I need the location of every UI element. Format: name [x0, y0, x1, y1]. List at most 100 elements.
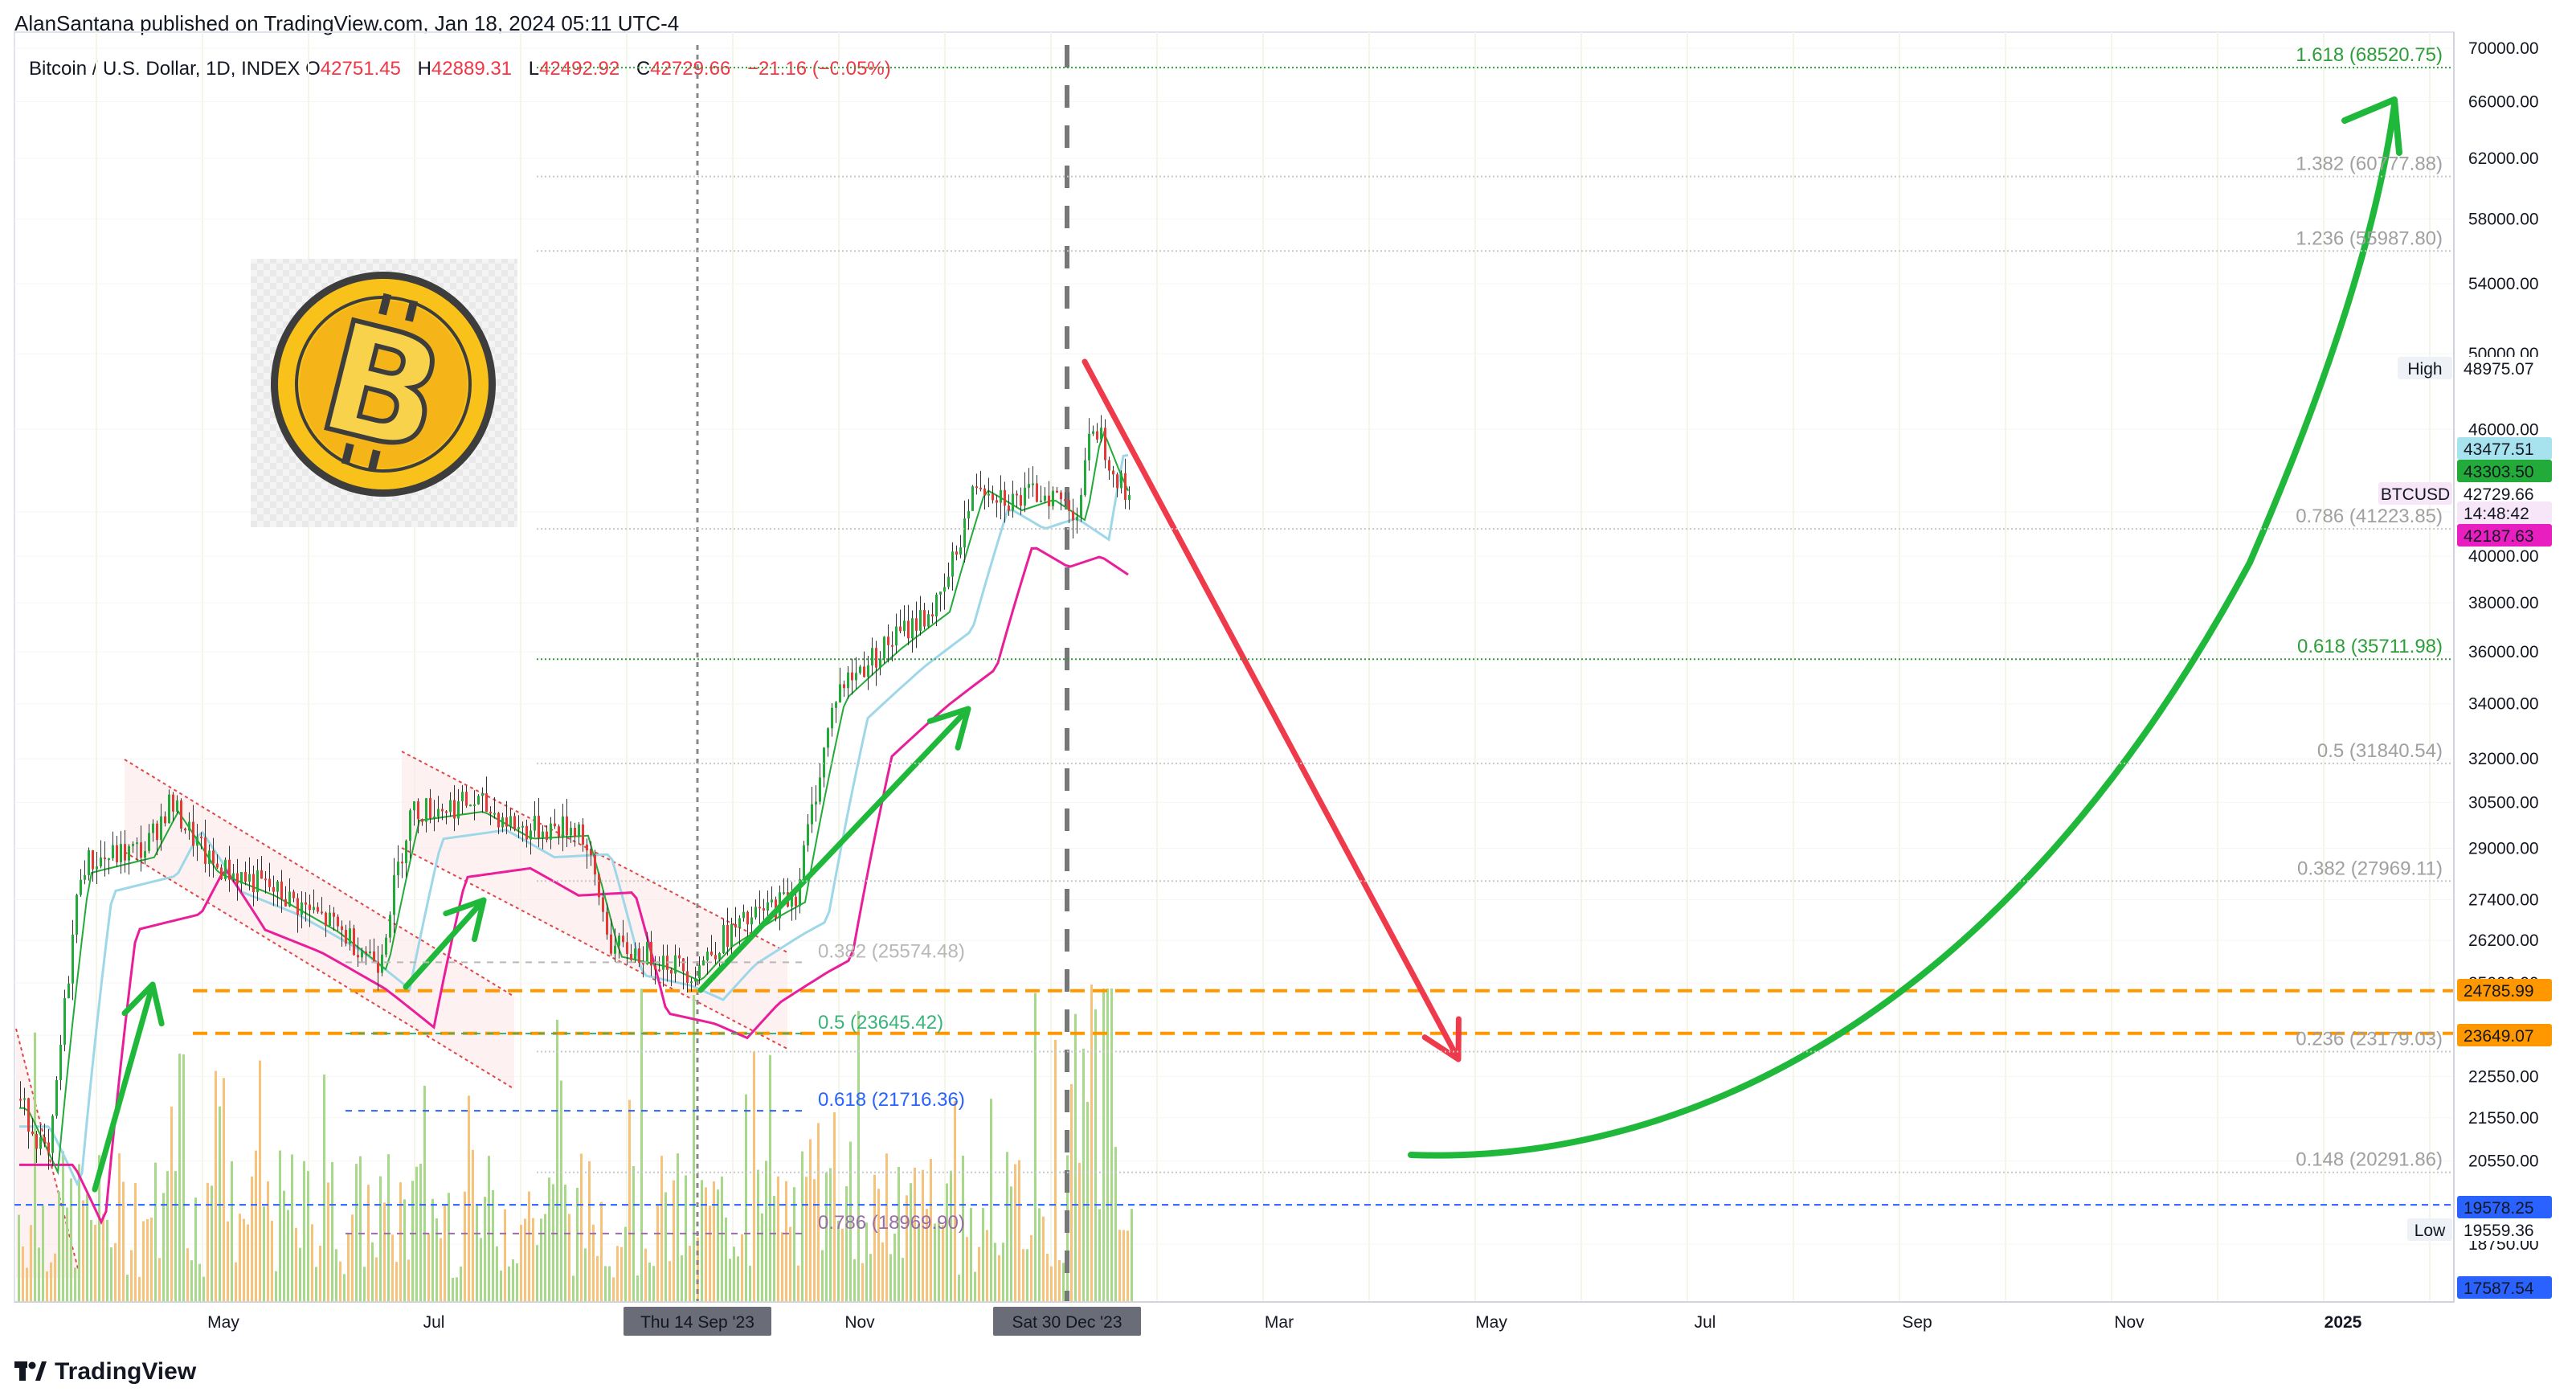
volume-bar	[616, 1246, 619, 1302]
candle-body	[96, 866, 98, 870]
volume-bar	[998, 1255, 1000, 1302]
volume-bar	[259, 1060, 261, 1302]
volume-bar	[42, 1206, 44, 1302]
candle-body	[566, 816, 568, 836]
volume-bar	[741, 1234, 743, 1302]
candle-body	[674, 955, 677, 974]
tradingview-logo-icon	[14, 1361, 47, 1381]
candle-body	[212, 850, 215, 864]
volume-bar	[934, 1223, 936, 1302]
ticker-legend: Bitcoin / U.S. Dollar, 1D, INDEX O42751.…	[29, 58, 902, 80]
candle-body	[1080, 495, 1082, 518]
volume-bar	[110, 1247, 112, 1302]
candle-body	[429, 798, 431, 819]
volume-bar	[488, 1156, 490, 1302]
candle-body	[473, 804, 476, 806]
volume-bar	[202, 1276, 205, 1302]
time-axis: May Jul Nov Mar May Jul Sep Nov 2025 Thu 14 Sep '…	[14, 1301, 2454, 1336]
volume-bar	[126, 1275, 129, 1302]
candle-body	[530, 830, 532, 840]
volume-bar	[231, 1161, 233, 1302]
candle-body	[875, 648, 877, 668]
candle-body	[1004, 489, 1006, 506]
candle-body	[196, 836, 198, 846]
candle-body	[188, 821, 190, 831]
volume-bar	[440, 1238, 442, 1302]
volume-bar	[58, 1191, 60, 1302]
candle-body	[1108, 460, 1110, 471]
candle-body	[345, 930, 347, 944]
candle-body	[381, 954, 383, 973]
candle-body	[670, 969, 673, 974]
volume-bar	[962, 1155, 964, 1302]
candle-body	[124, 844, 126, 861]
volume-bar	[801, 1151, 803, 1302]
candle-body	[220, 867, 223, 879]
candle-body	[682, 958, 685, 972]
volume-bar	[508, 1266, 510, 1302]
volume-bar	[829, 1168, 832, 1302]
candle-body	[839, 684, 841, 702]
volume-bar	[572, 1275, 574, 1302]
candle-body	[554, 823, 556, 827]
candle-body	[268, 878, 271, 887]
candle-body	[983, 488, 986, 496]
volume-bar	[922, 1169, 924, 1302]
candle-body	[140, 842, 142, 858]
volume-bar	[966, 1237, 968, 1302]
price-tick-label: 66000.00	[2468, 92, 2539, 111]
candle-body	[791, 896, 793, 907]
candle-body	[1096, 431, 1098, 440]
volume-bar	[769, 1054, 771, 1302]
volume-bar	[223, 1078, 225, 1302]
volume-bar	[1098, 1209, 1101, 1302]
candle-body	[734, 924, 737, 928]
candle-body	[481, 793, 484, 796]
volume-bar	[339, 1261, 341, 1302]
volume-bar	[548, 1177, 550, 1302]
fib-level-label: 0.786 (18969.90)	[818, 1212, 965, 1234]
volume-bar	[885, 1153, 888, 1302]
candle-body	[164, 816, 166, 824]
green-curve-arrow	[1408, 101, 2398, 1159]
candle-body	[152, 823, 154, 833]
price-tick-label: 36000.00	[2468, 643, 2539, 661]
candle-body	[67, 983, 70, 998]
candle-body	[807, 824, 809, 846]
candle-body	[618, 935, 620, 946]
volume-bar	[620, 1246, 623, 1302]
volume-bar	[1014, 1164, 1016, 1302]
volume-bar	[877, 1189, 880, 1302]
time-tick-label: Jul	[1695, 1313, 1716, 1332]
volume-bar	[62, 1151, 64, 1302]
volume-bar	[576, 1187, 579, 1302]
volume-bar	[773, 1196, 775, 1302]
moving-average-line	[19, 453, 1129, 1187]
volume-bar	[914, 1167, 916, 1302]
price-label-box	[2457, 437, 2552, 460]
low-label: L	[528, 58, 540, 80]
candle-body	[108, 858, 110, 860]
volume-bar	[130, 1250, 133, 1302]
price-tag-box	[2407, 1218, 2452, 1241]
volume-bar	[656, 1205, 659, 1302]
candle-body	[959, 547, 962, 555]
volume-bar	[50, 1262, 52, 1302]
volume-bar	[146, 1218, 149, 1302]
candle-body	[879, 658, 881, 668]
volume-bar	[677, 1153, 679, 1302]
volume-bar	[994, 1242, 996, 1302]
volume-bar	[512, 1259, 514, 1302]
volume-bar	[299, 1247, 301, 1302]
volume-bar	[267, 1181, 269, 1302]
candle-body	[590, 850, 592, 856]
volume-bar	[793, 1187, 795, 1302]
price-tick-label: 38000.00	[2468, 594, 2539, 612]
candle-body	[646, 941, 648, 965]
candle-body	[1048, 495, 1050, 506]
volume-bar	[837, 1221, 840, 1302]
volume-bar	[1090, 985, 1093, 1302]
volume-bar	[472, 1149, 474, 1302]
candle-body	[706, 952, 709, 960]
